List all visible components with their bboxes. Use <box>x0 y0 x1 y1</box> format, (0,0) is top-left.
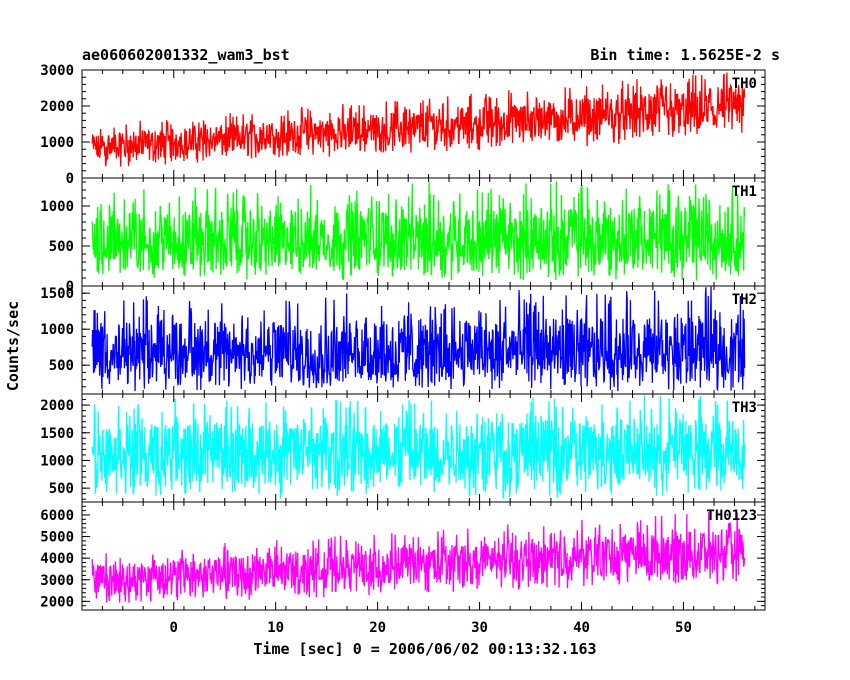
series-line-th0123 <box>91 512 746 603</box>
x-tick-label: 50 <box>675 620 692 636</box>
series-line-th3 <box>91 395 746 499</box>
bin-time-label: Bin time: 1.5625E-2 s <box>590 46 780 64</box>
series-line-th2 <box>91 286 746 392</box>
y-tick-label: 500 <box>49 358 74 374</box>
panel-label-th1: TH1 <box>732 184 757 200</box>
panel-label-th3: TH3 <box>732 400 757 416</box>
y-tick-label: 1000 <box>40 199 74 215</box>
x-tick-label: 30 <box>471 620 488 636</box>
y-tick-label: 5000 <box>40 530 74 546</box>
series-line-th0 <box>91 72 746 167</box>
y-tick-label: 1500 <box>40 426 74 442</box>
y-tick-label: 0 <box>66 279 74 295</box>
x-tick-label: 20 <box>369 620 386 636</box>
y-tick-label: 2000 <box>40 398 74 414</box>
x-axis-label: Time [sec] 0 = 2006/06/02 00:13:32.163 <box>253 640 596 658</box>
y-tick-label: 1000 <box>40 453 74 469</box>
x-tick-label: 0 <box>170 620 178 636</box>
y-tick-label: 0 <box>66 171 74 187</box>
panel-frame-th0123 <box>81 501 766 611</box>
panel-label-th2: TH2 <box>732 292 757 308</box>
series-line-th1 <box>91 181 746 281</box>
panel-label-th0: TH0 <box>732 76 757 92</box>
y-tick-label: 500 <box>49 239 74 255</box>
y-tick-label: 3000 <box>40 573 74 589</box>
y-tick-label: 1000 <box>40 322 74 338</box>
y-tick-label: 1500 <box>40 286 74 302</box>
panel-label-th0123: TH0123 <box>706 508 757 524</box>
y-tick-label: 2000 <box>40 99 74 115</box>
y-tick-label: 6000 <box>40 508 74 524</box>
y-tick-label: 4000 <box>40 551 74 567</box>
y-axis-label: Counts/sec <box>4 301 22 391</box>
y-tick-label: 2000 <box>40 594 74 610</box>
x-tick-label: 10 <box>267 620 284 636</box>
x-tick-label: 40 <box>573 620 590 636</box>
y-tick-label: 500 <box>49 481 74 497</box>
chart-title: ae060602001332_wam3_bst <box>82 46 290 64</box>
y-tick-label: 3000 <box>40 63 74 79</box>
y-tick-label: 1000 <box>40 135 74 151</box>
